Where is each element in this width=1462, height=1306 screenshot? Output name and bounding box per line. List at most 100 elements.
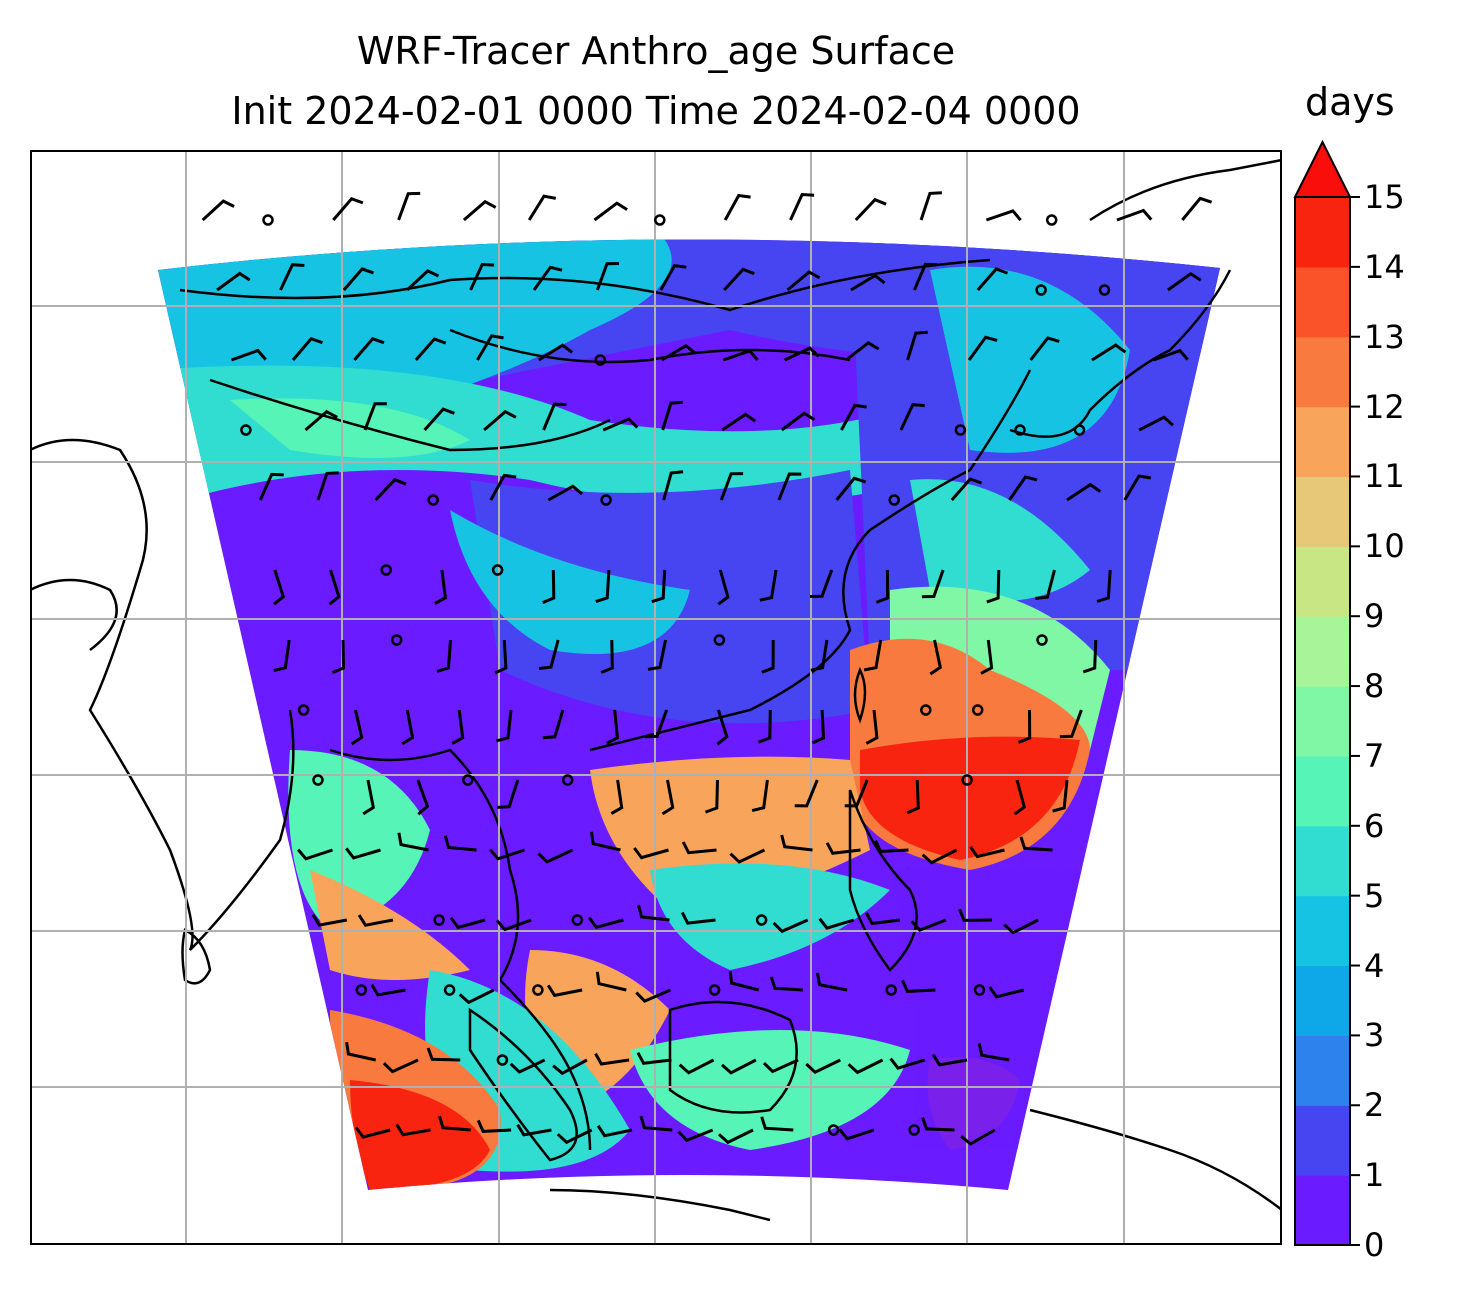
field-patch-korea — [910, 479, 1090, 602]
wind-barb-calm — [491, 564, 504, 576]
wind-barb-calm — [885, 984, 897, 996]
wind-barb — [815, 972, 848, 992]
colorbar-tick-label: 13 — [1364, 317, 1405, 356]
coastline-taiwan — [853, 666, 867, 724]
wind-barb — [980, 639, 994, 675]
wind-barb — [762, 1058, 799, 1074]
wind-barb — [443, 835, 477, 852]
wind-barb — [950, 477, 983, 501]
colorbar-segment — [1295, 616, 1350, 687]
colorbar-segment — [1295, 965, 1350, 1036]
wind-barb — [332, 197, 364, 221]
wind-barb — [906, 330, 928, 361]
wind-barb-calm — [262, 214, 274, 226]
map-svg — [30, 150, 1282, 1245]
wind-barb — [304, 409, 338, 432]
wind-barb — [838, 1128, 875, 1141]
wind-barb-calm — [1014, 424, 1026, 436]
wind-barb — [639, 1115, 673, 1132]
wind-barb — [931, 1053, 968, 1067]
wind-barb — [662, 470, 684, 501]
wind-barb-calm — [380, 564, 392, 576]
wind-barb — [436, 639, 452, 673]
wind-barb — [483, 409, 517, 432]
wind-barb — [811, 709, 826, 745]
wind-barb — [374, 477, 407, 502]
wind-barb — [661, 400, 683, 431]
colorbar-outline — [1294, 197, 1351, 1246]
colorbar-segment — [1295, 1105, 1350, 1176]
wind-barb — [496, 709, 513, 743]
wind-barb — [273, 569, 286, 606]
wind-barb — [590, 831, 621, 852]
wind-barb — [780, 834, 813, 852]
wind-barb — [1035, 569, 1056, 600]
wind-barb — [362, 779, 375, 816]
wind-barb — [397, 191, 421, 221]
wind-barb — [594, 1052, 630, 1066]
wind-barb-calm — [888, 494, 900, 506]
colorbar-segment — [1295, 406, 1350, 478]
wind-barb — [538, 343, 574, 362]
wind-barb — [1082, 639, 1098, 674]
wind-barb — [542, 709, 565, 740]
wind-barb — [721, 1058, 757, 1075]
wind-barb — [777, 472, 802, 501]
wind-barb — [854, 197, 887, 222]
wind-barb — [556, 1128, 593, 1145]
wind-barb — [476, 1119, 512, 1133]
coastline-india — [30, 438, 295, 951]
field-patch-bay-orange — [310, 870, 470, 980]
colorbar-tick-label: 3 — [1364, 1016, 1385, 1055]
wind-barb — [216, 271, 251, 292]
wind-barb-calm — [908, 1124, 920, 1136]
wind-barb — [1167, 271, 1202, 292]
border-mongolia — [449, 328, 851, 364]
wind-barb — [509, 1058, 546, 1074]
wind-barb — [451, 709, 465, 745]
wind-barb-calm — [1035, 284, 1047, 296]
wind-barb — [273, 639, 291, 672]
wind-barb — [717, 569, 730, 606]
field-patch-east-teal — [930, 266, 1130, 453]
colorbar-tick-label: 15 — [1364, 178, 1405, 216]
colorbar-tick-label: 10 — [1364, 527, 1405, 566]
wind-barb — [476, 334, 504, 361]
coastline-korea-japan — [1009, 269, 1232, 438]
wind-barb — [717, 1128, 754, 1145]
wind-barb — [395, 1123, 431, 1137]
wind-barb — [919, 191, 942, 221]
wind-barb — [1123, 474, 1152, 501]
wind-barb — [645, 709, 669, 739]
wind-barb — [633, 847, 669, 860]
wind-barb — [316, 471, 339, 501]
chart-title-line-2: Init 2024-02-01 0000 Time 2024-02-04 000… — [231, 89, 1081, 133]
wind-barb — [353, 337, 385, 361]
wind-barb — [677, 1128, 714, 1143]
field-patch-east-ocean — [890, 870, 1220, 1150]
wind-barb — [929, 639, 942, 676]
field-patch-hotspot-ne-core — [860, 736, 1080, 860]
wind-barb-calm — [594, 354, 607, 366]
wind-barb — [874, 839, 909, 854]
gridlines — [30, 150, 1282, 1245]
wind-barb — [723, 193, 751, 221]
wind-barb — [495, 918, 532, 932]
wind-barb — [678, 1058, 715, 1075]
wind-barb — [759, 569, 778, 602]
wind-barb — [967, 335, 998, 361]
wind-barb-calm — [971, 704, 984, 716]
wind-barb — [542, 569, 556, 604]
colorbar-segment — [1295, 686, 1350, 757]
coastline-borneo — [668, 1000, 798, 1114]
wind-barb — [1138, 415, 1174, 432]
colorbar-tick-label: 2 — [1364, 1086, 1385, 1125]
wind-barb — [780, 411, 816, 432]
wind-barb — [921, 848, 958, 865]
wind-barb — [1008, 475, 1038, 501]
wind-barb — [751, 779, 769, 813]
wind-barb — [728, 970, 760, 992]
wind-barb — [328, 569, 341, 606]
wind-barb — [729, 848, 766, 864]
wind-barb — [723, 267, 755, 292]
